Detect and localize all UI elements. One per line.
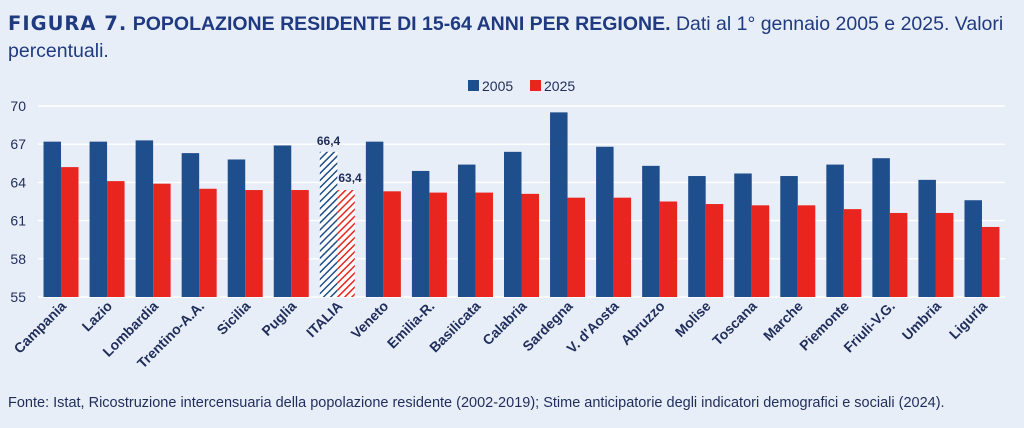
bar-2005: [457, 164, 476, 297]
bar-2005: [89, 141, 108, 297]
bar-2005: [596, 146, 614, 297]
bar-2005: [504, 151, 522, 297]
y-tick-label: 61: [10, 213, 26, 229]
bar-2005: [43, 141, 62, 297]
bar-2005: [135, 140, 154, 297]
bar-2005: [918, 179, 936, 297]
data-label: 66,4: [317, 134, 341, 148]
figure-main-title: POPOLAZIONE RESIDENTE DI 15-64 ANNI PER …: [132, 13, 671, 35]
y-tick-label: 70: [10, 98, 26, 114]
bar-2005: [411, 170, 430, 297]
bar-2025: [429, 192, 447, 297]
bar-2005: [550, 112, 568, 297]
bar-2025: [705, 204, 724, 297]
x-tick-label: Lazio: [79, 298, 116, 335]
bar-2005: [688, 176, 706, 297]
bar-2005: [642, 165, 660, 297]
y-axis: 70 67 64 61 58 55: [10, 98, 26, 305]
x-tick-label: Sicilia: [213, 298, 253, 338]
bar-2005: [964, 200, 982, 297]
bar-2005: [734, 173, 752, 297]
figure-subtitle: Dati al 1° gennaio 2005 e 2025. Valori p…: [8, 13, 1004, 62]
x-tick-label: Puglia: [258, 298, 299, 339]
bar-2025: [935, 212, 954, 297]
figure-label: FIGURA 7.: [8, 12, 128, 35]
legend-label: 2025: [544, 78, 575, 94]
chart-title: FIGURA 7. POPOLAZIONE RESIDENTE DI 15-64…: [8, 10, 1018, 65]
bar-2005: [780, 176, 798, 297]
bar-2025: [981, 226, 1000, 297]
bar-2005: [826, 164, 844, 297]
bar-2025: [245, 190, 263, 297]
x-tick-label: Toscana: [709, 298, 760, 349]
bar-2025: [475, 192, 493, 297]
x-tick-label: Abruzzo: [617, 298, 667, 348]
bar-2025: [659, 201, 678, 297]
data-labels: 66,4 63,4: [317, 134, 362, 185]
x-tick-label: Campania: [11, 298, 70, 357]
data-label: 63,4: [338, 171, 362, 185]
x-tick-label: Umbria: [899, 298, 945, 344]
bar-2025: [383, 191, 401, 297]
source-note: Fonte: Istat, Ricostruzione intercensuar…: [8, 395, 945, 411]
bar-2025: [797, 205, 816, 297]
x-tick-label: Marche: [760, 298, 806, 344]
x-tick-label: ITALIA: [303, 298, 345, 340]
bar-2005: [872, 158, 890, 297]
bar-2025: [751, 205, 770, 297]
bar-2025: [843, 209, 862, 297]
x-tick-label: Molise: [672, 298, 714, 340]
bar-2005: [273, 145, 292, 297]
legend-label: 2005: [482, 78, 513, 94]
bar-2005: [365, 141, 384, 297]
bar-2025: [613, 197, 632, 297]
x-tick-label: Veneto: [348, 298, 392, 342]
bar-2005: [319, 151, 338, 297]
bar-2025: [521, 193, 539, 297]
y-tick-label: 55: [10, 289, 26, 305]
bar-2005: [227, 159, 246, 297]
bar-2025: [107, 181, 125, 297]
y-tick-label: 64: [10, 174, 26, 190]
legend: 2005 2025: [468, 78, 575, 94]
bars: [43, 112, 1000, 297]
y-tick-label: 58: [10, 251, 26, 267]
bar-2025: [153, 183, 171, 297]
bar-2005: [181, 153, 200, 297]
bar-2025: [199, 188, 217, 297]
bar-2025: [889, 212, 908, 297]
bar-chart: 70 67 64 61 58 55 66,4 63,4 Campania LazioLomba…: [10, 78, 1005, 372]
bar-2025: [337, 190, 355, 297]
bar-2025: [567, 197, 586, 297]
bar-2025: [291, 190, 309, 297]
bar-2025: [61, 167, 79, 297]
y-tick-label: 67: [10, 136, 26, 152]
x-tick-label: Liguria: [946, 298, 990, 342]
legend-swatch-2005: [468, 80, 479, 91]
legend-swatch-2025: [530, 80, 541, 91]
